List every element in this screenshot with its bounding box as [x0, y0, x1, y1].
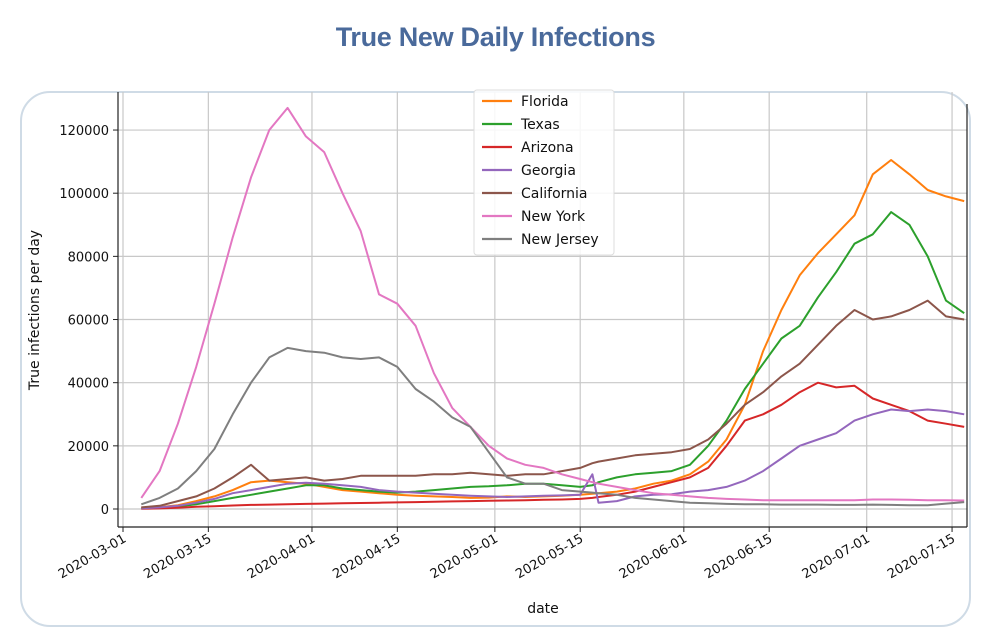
legend-label: New Jersey [521, 232, 599, 248]
x-axis-ticks: 2020-03-01 2020-03-15 2020-04-01 2020-04-15… [56, 527, 958, 582]
y-tick-label: 120000 [59, 124, 109, 139]
x-tick-label: 2020-04-01 [245, 531, 318, 582]
x-tick-label: 2020-07-15 [885, 531, 958, 582]
chart-title: True New Daily Infections [335, 22, 656, 52]
x-tick-label: 2020-06-15 [702, 531, 775, 582]
legend-label: Georgia [521, 163, 576, 179]
legend-label: New York [521, 209, 586, 225]
y-tick-label: 40000 [68, 377, 109, 392]
x-axis-label: date [527, 601, 559, 617]
x-tick-label: 2020-03-01 [56, 531, 129, 582]
x-tick-label: 2020-05-15 [513, 531, 586, 582]
legend: Florida Texas Arizona Georgia California New … [473, 89, 615, 256]
series-line-georgia [141, 408, 965, 510]
x-tick-label: 2020-05-01 [428, 531, 501, 582]
y-tick-label: 60000 [68, 314, 109, 329]
series-line-arizona [141, 381, 965, 510]
x-tick-label: 2020-06-01 [617, 531, 690, 582]
x-tick-label: 2020-07-01 [800, 531, 873, 582]
y-tick-label: 20000 [68, 440, 109, 455]
x-tick-label: 2020-04-15 [330, 531, 403, 582]
legend-label: Florida [521, 94, 569, 110]
legend-box [473, 89, 615, 256]
series-line-california [141, 299, 965, 509]
series-line-texas [141, 211, 965, 510]
y-tick-label: 0 [101, 503, 109, 518]
series-line-new-jersey [140, 346, 965, 507]
legend-label: Texas [520, 117, 560, 133]
legend-label: California [521, 186, 587, 202]
series-lines [140, 106, 965, 510]
y-tick-label: 100000 [59, 187, 109, 202]
series-line-new-york [140, 106, 965, 502]
y-tick-label: 80000 [68, 250, 109, 265]
y-axis-label: True infections per day [27, 230, 43, 391]
axes [117, 92, 968, 528]
x-tick-label: 2020-03-15 [141, 531, 214, 582]
y-axis-ticks: 0 20000 40000 60000 80000 100000 120000 [59, 124, 118, 518]
legend-label: Arizona [521, 140, 574, 156]
